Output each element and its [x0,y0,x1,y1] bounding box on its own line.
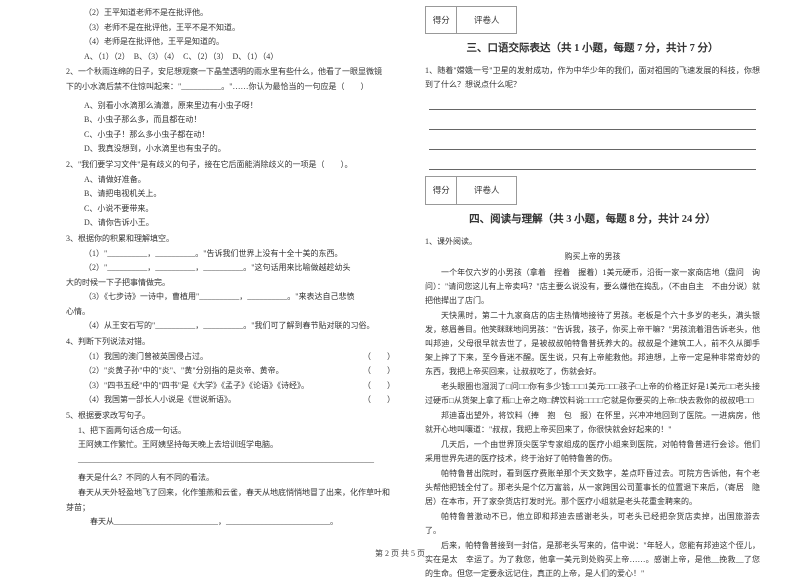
q3-item: 大的时候一下子把事情做完。 [66,276,395,290]
list-item: B、请把电视机关上。 [66,187,395,201]
list-item: B、小虫子那么多，而且都在动！ [66,113,395,127]
q5-blank: ________________________________________… [66,453,395,467]
q4-item: （1）我国的澳门曾被英国侵占过。 （ ） [66,350,395,364]
story-para: 一个年仅六岁的小男孩（拿着 捏着 握着）1美元硬币，沿街一家一家商店地（盘问 询… [425,266,760,308]
question-2-options: （2）王平知道老师不是在批评他。 （3）老师不是在批评他，王平不是不知道。 （4… [66,6,395,63]
score-label: 得分 [426,7,457,33]
q5-line: 春天从天外轻盈地飞了回来，化作雏燕和云雀，春天从地底悄悄地冒了出来，化作草叶和 [66,486,395,500]
choice-line: A、（1）（2） B、（3）（4） C、（2）（3） D、（1）（4） [66,50,395,64]
q3-item: （1）"__________，__________。"告诉我们世界上没有十全十美… [66,247,395,261]
q5-line: 王阿姨工作繁忙。王阿姨坚持每天晚上去培训班学电脑。 [66,438,395,452]
q4-text: （4）我国第一部长人小说是《世说新语》。 [84,395,236,404]
story-para: 邦迪喜出望外，将饮料（捧 抱 包 报）在怀里，兴冲冲地回到了医院。一进病房，他就… [425,409,760,437]
q5-line: 春天是什么？不同的人有不同的看法。 [66,471,395,485]
q3-item: （4）从王安石写的"__________，__________。"我们可了解到春… [66,319,395,333]
stem-line: 2、一个秋雨连绵的日子，安尼想观察一下晶莹透明的雨水里有些什么，他看了一眼显微镜 [66,65,395,79]
right-column: 得分 评卷人 三、口语交际表达（共 1 小题，每题 7 分，共计 7 分） 1、… [413,6,770,545]
story-para: 后来，帕特鲁普接到一封信，是那老头写来的，信中说："年轻人，您能有邦迪这个侄儿，… [425,539,760,581]
q5-line: 芽苗； [66,501,395,515]
list-item: C、小说不要带来。 [66,202,395,216]
question-2-stem: 2、一个秋雨连绵的日子，安尼想观察一下晶莹透明的雨水里有些什么，他看了一眼显微镜… [66,65,395,156]
section-3-header: 得分 评卷人 [425,6,760,38]
score-box: 得分 评卷人 [425,6,517,34]
section-3-question: 1、随着"嫦娥一号"卫星的发射成功，作为中华少年的我们，面对祖国的飞速发展的科技… [425,64,760,92]
page-footer: 第 2 页 共 5 页 [0,548,800,559]
opt-line: （4）老师是在批评他，王平是知道的。 [66,35,395,49]
paren: （ ） [363,350,395,364]
q3-item: （3）《七步诗》一诗中，曹植用"__________，__________。"来… [66,290,395,304]
story-para: 帕特鲁普激动不已，他立即和邦迪去感谢老头，可老头已经把杂货店卖掉，出国旅游去了。 [425,510,760,538]
q3-title: 3、根据你的积累和理解填空。 [66,232,395,246]
paren: （ ） [363,364,395,378]
grader-label: 评卷人 [457,177,516,203]
question-5: 5、根据要求改写句子。 1、把下面两句话合成一句话。 王阿姨工作繁忙。王阿姨坚持… [66,409,395,529]
q4-item: （3）"四书五经"中的"四书"是《大学》《孟子》《论语》《诗经》。 （ ） [66,379,395,393]
q4-text: （3）"四书五经"中的"四书"是《大学》《孟子》《论语》《诗经》。 [84,381,309,390]
q4-text: （2）"炎黄子孙"中的"炎"、"黄"分别指的是炎帝、黄帝。 [84,366,284,375]
question-4: 4、判断下列说法对错。 （1）我国的澳门曾被英国侵占过。 （ ） （2）"炎黄子孙… [66,335,395,407]
list-item: D、请你告诉小王。 [66,216,395,230]
q4-item: （4）我国第一部长人小说是《世说新语》。 （ ） [66,393,395,407]
score-box: 得分 评卷人 [425,176,517,204]
story-para: 几天后，一个由世界顶尖医学专家组成的医疗小组来到医院，对帕特鲁普进行会诊。他们采… [425,438,760,466]
list-item: C、小虫子！那么多小虫子都在动！ [66,128,395,142]
paren: （ ） [363,379,395,393]
opt-line: （2）王平知道老师不是在批评他。 [66,6,395,20]
answer-blank[interactable] [429,156,756,170]
q4-item: （2）"炎黄子孙"中的"炎"、"黄"分别指的是炎帝、黄帝。 （ ） [66,364,395,378]
opt-line: （3）老师不是在批评他，王平不是不知道。 [66,21,395,35]
section-4-title: 四、阅读与理解（共 3 小题，每题 8 分，共计 24 分） [425,211,760,229]
q3-item: （2）"__________，__________，__________。"这句… [66,261,395,275]
story-title: 购买上帝的男孩 [425,250,760,264]
story-para: 老头眼圈也湿润了□问□□你有多少钱□□□1美元□□□孩子□上帝的价格正好是1美元… [425,380,760,408]
q5-line: 春天从__________________________，__________… [66,515,395,529]
list-item: A、别看小水滴那么清澈，原来里边有小虫子呀！ [66,99,395,113]
section-4-q1: 1、课外阅读。 [425,235,760,249]
stem-line: 2、"我们要学习文件"是有歧义的句子，接在它后面能消除歧义的一项是（ ）。 [66,158,395,172]
answer-blank[interactable] [429,116,756,130]
story-para: 帕特鲁普出院时，看到医疗费账单那个天文数字，差点吓昏过去。可院方告诉他，有个老头… [425,467,760,509]
q4-text: （1）我国的澳门曾被英国侵占过。 [84,352,208,361]
left-column: （2）王平知道老师不是在批评他。 （3）老师不是在批评他，王平不是不知道。 （4… [56,6,413,545]
question-3: 3、根据你的积累和理解填空。 （1）"__________，__________… [66,232,395,333]
q4-title: 4、判断下列说法对错。 [66,335,395,349]
q3-item: 心情。 [66,305,395,319]
question-2-3: 2、"我们要学习文件"是有歧义的句子，接在它后面能消除歧义的一项是（ ）。 A、… [66,158,395,230]
list-item: D、我真没想到，小水滴里也有虫子的。 [66,142,395,156]
answer-blank[interactable] [429,96,756,110]
answer-blank[interactable] [429,136,756,150]
q5-sub: 1、把下面两句话合成一句话。 [66,424,395,438]
story-para: 天快黑时，第二十九家商店的店主热情地接待了男孩。老板是个六十多岁的老头，满头银发… [425,309,760,379]
q5-title: 5、根据要求改写句子。 [66,409,395,423]
page-container: （2）王平知道老师不是在批评他。 （3）老师不是在批评他，王平不是不知道。 （4… [0,0,800,545]
section-3-title: 三、口语交际表达（共 1 小题，每题 7 分，共计 7 分） [425,40,760,58]
grader-label: 评卷人 [457,7,516,33]
list-item: A、请做好准备。 [66,173,395,187]
paren: （ ） [363,393,395,407]
stem-line: 下的小水滴后禁不住惊叫起来："__________。"……你认为最恰当的一句应是… [66,80,395,94]
score-label: 得分 [426,177,457,203]
section-4-header: 得分 评卷人 [425,176,760,208]
